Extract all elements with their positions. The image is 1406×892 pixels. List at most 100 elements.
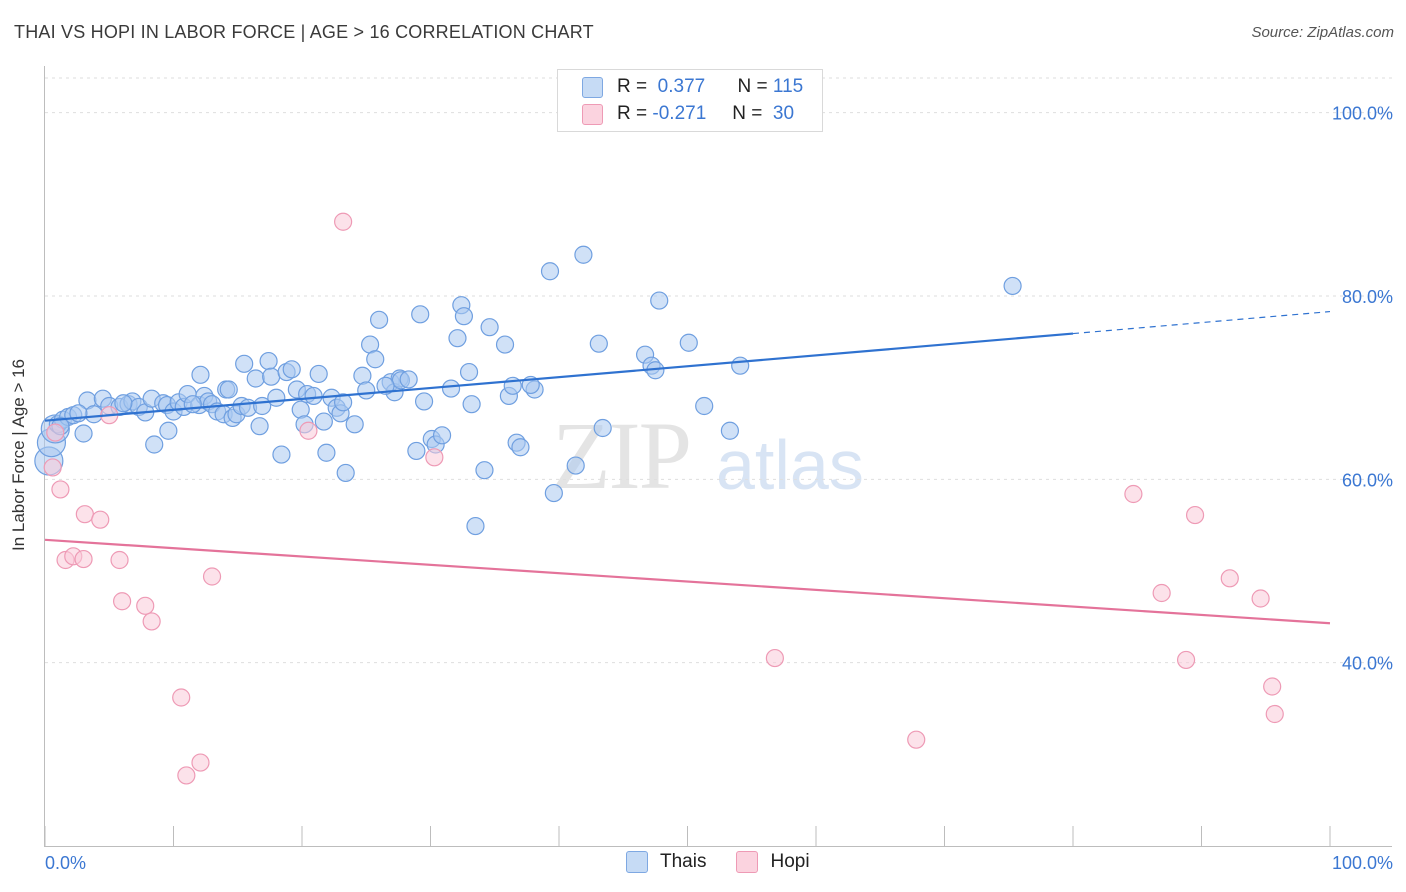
data-point-thais xyxy=(432,426,452,445)
data-point-thais xyxy=(235,354,254,373)
data-point-thais xyxy=(262,367,281,386)
data-point-thais xyxy=(317,443,336,462)
data-point-thais xyxy=(448,329,467,348)
data-point-thais xyxy=(566,456,585,475)
data-point-thais xyxy=(454,307,474,326)
legend-swatch-thais xyxy=(582,76,603,98)
data-point-thais xyxy=(475,461,494,480)
data-point-hopi xyxy=(46,423,65,442)
data-point-thais xyxy=(345,415,364,434)
legend-r-label: R = xyxy=(617,103,648,124)
legend-row-hopi: R = -0.271 N = 30 xyxy=(582,102,794,126)
data-point-thais xyxy=(183,395,202,414)
data-point-thais xyxy=(441,379,461,398)
data-point-hopi xyxy=(334,212,353,231)
legend-label-hopi: Hopi xyxy=(770,851,810,872)
data-point-hopi xyxy=(142,612,161,631)
data-point-thais xyxy=(145,435,164,454)
legend-row-thais: R = 0.377 N = 115 xyxy=(582,75,803,99)
correlation-legend: R = 0.377 N = 115 R = -0.271 N = 30 xyxy=(557,69,823,132)
data-point-thais xyxy=(246,369,265,388)
data-point-thais xyxy=(336,463,355,483)
trend-line-thais xyxy=(44,332,1074,422)
data-point-hopi xyxy=(43,458,62,477)
data-point-thais xyxy=(1003,276,1022,296)
data-point-thais xyxy=(720,421,740,440)
data-point-hopi xyxy=(91,510,110,529)
data-point-thais xyxy=(304,386,323,406)
data-point-thais xyxy=(219,380,238,399)
trend-line-thais-extension xyxy=(1072,310,1331,335)
data-point-thais xyxy=(334,393,353,412)
data-point-thais xyxy=(462,395,481,414)
legend-swatch-hopi xyxy=(582,103,603,125)
data-point-thais xyxy=(414,392,434,411)
data-point-hopi xyxy=(1152,583,1171,603)
trend-lines xyxy=(44,310,1331,625)
data-point-thais xyxy=(731,356,750,375)
legend-r-value: -0.271 xyxy=(652,103,707,124)
data-point-hopi xyxy=(1265,704,1284,724)
data-point-hopi xyxy=(1124,484,1143,504)
data-point-thais xyxy=(74,424,93,443)
data-point-hopi xyxy=(1185,505,1205,525)
data-point-thais xyxy=(574,245,593,264)
chart-title: THAI VS HOPI IN LABOR FORCE | AGE > 16 C… xyxy=(14,22,594,42)
data-point-hopi xyxy=(74,549,93,569)
data-point-hopi xyxy=(110,550,129,570)
axis-ticks xyxy=(44,826,1331,846)
data-point-thais xyxy=(366,350,385,369)
data-point-hopi xyxy=(765,648,784,668)
data-point-hopi xyxy=(136,596,155,615)
data-point-thais xyxy=(267,388,286,407)
data-point-thais xyxy=(259,351,278,371)
legend-item-hopi[interactable]: Hopi xyxy=(736,851,810,873)
data-point-thais xyxy=(459,362,479,382)
data-point-thais xyxy=(191,365,210,384)
data-point-thais xyxy=(114,394,133,413)
x-tick-label: 0.0% xyxy=(45,853,86,873)
data-point-hopi xyxy=(1220,569,1239,588)
data-point-hopi xyxy=(907,730,926,749)
data-point-thais xyxy=(480,318,499,337)
data-point-thais xyxy=(593,418,612,438)
series-thais-points xyxy=(34,245,1022,536)
data-point-thais xyxy=(272,445,291,464)
legend-label-thais: Thais xyxy=(660,851,707,872)
data-point-thais xyxy=(466,516,485,536)
data-point-thais xyxy=(314,412,333,431)
data-point-thais xyxy=(370,310,389,329)
legend-n-label: N = xyxy=(737,76,768,97)
data-point-thais xyxy=(540,262,560,281)
data-point-thais xyxy=(411,305,430,324)
legend-r-label: R = xyxy=(617,76,648,97)
data-point-thais xyxy=(679,333,698,352)
watermark-atlas: atlas xyxy=(716,426,864,504)
data-point-thais xyxy=(84,405,103,424)
data-point-hopi xyxy=(1176,650,1196,670)
data-point-thais xyxy=(511,438,530,457)
data-point-thais xyxy=(589,334,608,353)
data-point-thais xyxy=(495,335,515,354)
axes xyxy=(44,66,1392,847)
legend-r-value: 0.377 xyxy=(657,76,706,97)
y-tick-label: 60.0% xyxy=(1342,470,1393,490)
data-point-thais xyxy=(159,421,178,440)
data-point-hopi xyxy=(299,421,318,440)
series-legend: Thais Hopi xyxy=(626,851,840,873)
data-point-thais xyxy=(309,364,328,384)
x-tick-label: 100.0% xyxy=(1332,853,1393,873)
data-point-hopi xyxy=(51,480,70,499)
data-point-hopi xyxy=(425,448,444,467)
data-point-hopi xyxy=(75,505,94,524)
data-point-hopi xyxy=(1263,677,1282,696)
legend-swatch-thais xyxy=(626,851,648,873)
data-point-thais xyxy=(399,370,418,389)
data-point-hopi xyxy=(191,753,210,772)
data-point-thais xyxy=(695,396,714,416)
data-point-hopi xyxy=(112,592,132,611)
trend-line-hopi xyxy=(44,538,1331,625)
watermark-zip: ZIP xyxy=(552,402,692,509)
legend-item-thais[interactable]: Thais xyxy=(626,851,706,873)
